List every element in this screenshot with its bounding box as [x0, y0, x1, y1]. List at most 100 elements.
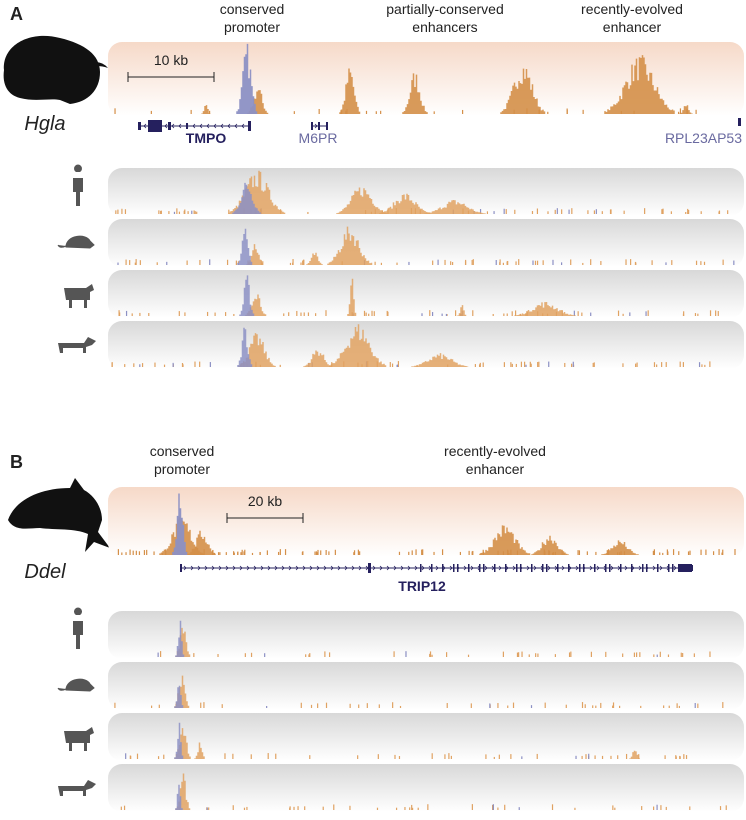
- gene-chevron: [218, 565, 222, 571]
- gene-chevron: [206, 123, 210, 129]
- gene-exon: [546, 564, 548, 572]
- gene-chevron: [199, 123, 203, 129]
- track: [108, 662, 744, 710]
- signal-peak: [679, 105, 693, 114]
- scale-bar: [127, 72, 215, 82]
- gene-chevron: [351, 565, 355, 571]
- mouse-icon: [57, 235, 95, 249]
- gene-chevron: [227, 123, 231, 129]
- track: [108, 219, 744, 267]
- gene-chevron: [631, 565, 635, 571]
- signal-peak: [531, 535, 569, 555]
- track: [108, 321, 744, 369]
- gene-exon: [186, 123, 188, 129]
- signal-peak: [194, 742, 205, 759]
- gene-chevron: [211, 565, 215, 571]
- gene-exon: [479, 564, 481, 572]
- gene-chevron: [386, 565, 390, 571]
- gene-exon: [520, 564, 522, 572]
- gene-chevron: [213, 123, 217, 129]
- gene-chevron: [393, 565, 397, 571]
- scale-label: 10 kb: [154, 52, 188, 68]
- gene-label: TMPO: [186, 130, 227, 146]
- gene-chevron: [323, 565, 327, 571]
- gene-chevron: [512, 565, 516, 571]
- gene-chevron: [171, 123, 175, 129]
- mouse-shape: [57, 678, 95, 692]
- track: [108, 764, 744, 812]
- annotation: enhancer: [466, 461, 525, 477]
- panel-label: A: [10, 4, 23, 24]
- cow-icon: [64, 727, 94, 751]
- signal-peak: [411, 353, 469, 367]
- gene-chevron: [302, 565, 306, 571]
- gene-exon: [557, 564, 559, 572]
- signal-peak: [379, 193, 431, 214]
- gene-exon: [494, 564, 496, 572]
- gene-chevron: [533, 565, 537, 571]
- signal-peak: [201, 105, 211, 114]
- track: [108, 611, 744, 659]
- gene-exon: [483, 564, 485, 572]
- gene-exon: [542, 564, 544, 572]
- signal-peak: [457, 305, 467, 316]
- gene-label: TRIP12: [398, 578, 446, 594]
- gene-chevron: [400, 565, 404, 571]
- gene-chevron: [241, 123, 245, 129]
- dolphin-icon: [8, 478, 110, 552]
- signal-peak: [306, 252, 323, 265]
- gene-exon: [368, 563, 371, 573]
- gene-chevron: [638, 565, 642, 571]
- gene-exon: [326, 122, 328, 130]
- gene-chevron: [449, 565, 453, 571]
- gene-exon: [457, 564, 459, 572]
- gene-chevron: [435, 565, 439, 571]
- gene-chevron: [309, 565, 313, 571]
- gene-chevron: [337, 565, 341, 571]
- track: [108, 168, 744, 216]
- gene-chevron: [484, 565, 488, 571]
- gene-chevron: [295, 565, 299, 571]
- gene-exon: [138, 122, 141, 130]
- gene-chevron: [596, 565, 600, 571]
- gene-exon: [180, 564, 182, 572]
- gene-chevron: [407, 565, 411, 571]
- gene-chevron: [192, 123, 196, 129]
- annotation: promoter: [224, 19, 280, 35]
- track: [108, 270, 744, 318]
- gene-chevron: [143, 123, 147, 129]
- gene-chevron: [190, 565, 194, 571]
- annotation: recently-evolved: [581, 1, 683, 17]
- gene-exon: [609, 564, 611, 572]
- gene-exon: [631, 564, 633, 572]
- gene-chevron: [575, 565, 579, 571]
- mole-rat-icon: [3, 35, 108, 104]
- scale-bar: [226, 513, 304, 523]
- gene-chevron: [505, 565, 509, 571]
- gene-label: RPL23AP53: [665, 130, 742, 146]
- gene-chevron: [260, 565, 264, 571]
- species-name: Ddel: [24, 561, 66, 583]
- human-shape: [73, 607, 83, 649]
- gene-exon: [531, 564, 533, 572]
- gene-chevron: [498, 565, 502, 571]
- mouse-shape: [57, 235, 95, 249]
- gene-label: M6PR: [299, 130, 338, 146]
- dog-shape: [58, 337, 96, 353]
- gene-chevron: [414, 565, 418, 571]
- gene-chevron: [421, 565, 425, 571]
- panel-label: B: [10, 452, 23, 472]
- gene-exon: [594, 564, 596, 572]
- gene-chevron: [442, 565, 446, 571]
- human-shape: [73, 164, 83, 206]
- gene-exon: [738, 118, 741, 126]
- gene-chevron: [463, 565, 467, 571]
- gene-chevron: [624, 565, 628, 571]
- gene-exon: [311, 122, 313, 130]
- track: [108, 487, 744, 557]
- cow-shape: [64, 284, 94, 308]
- gene-chevron: [330, 565, 334, 571]
- gene-chevron: [274, 565, 278, 571]
- dog-shape: [58, 780, 96, 796]
